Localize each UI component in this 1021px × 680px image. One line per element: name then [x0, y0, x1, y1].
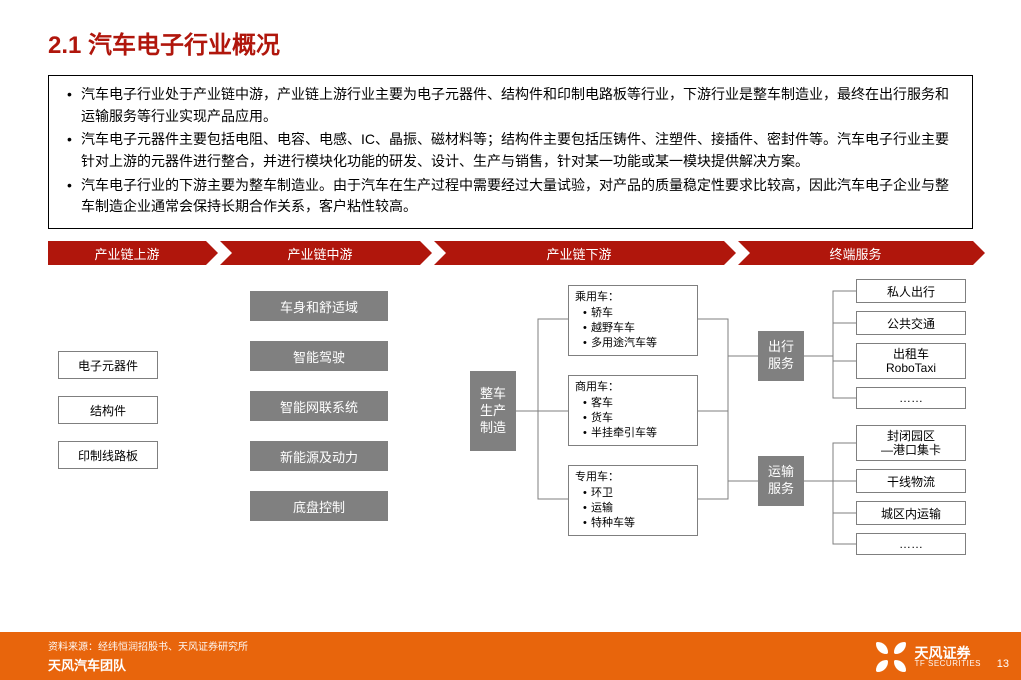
- service-hub-transport: 运输 服务: [758, 456, 804, 506]
- midstream-box: 智能驾驶: [250, 341, 388, 371]
- col-header-service: 终端服务: [738, 241, 973, 265]
- bullet-item: 汽车电子行业处于产业链中游，产业链上游行业主要为电子元器件、结构件和印制电路板等…: [63, 84, 958, 127]
- midstream-box: 底盘控制: [250, 491, 388, 521]
- logo-icon: [874, 640, 908, 674]
- value-chain-diagram: 产业链上游 产业链中游 产业链下游 终端服务 电子元器件 结构件 印制线路板 车…: [48, 241, 973, 571]
- upstream-box: 电子元器件: [58, 351, 158, 379]
- detail-item: 货车: [583, 411, 691, 426]
- footer-team: 天风汽车团队: [48, 655, 1001, 674]
- bullet-item: 汽车电子行业的下游主要为整车制造业。由于汽车在生产过程中需要经过大量试验，对产品…: [63, 175, 958, 218]
- slide-title: 2.1 汽车电子行业概况: [0, 0, 1021, 75]
- col-header-downstream: 产业链下游: [434, 241, 724, 265]
- service-item: 封闭园区 —港口集卡: [856, 425, 966, 461]
- detail-heading: 专用车：: [575, 470, 691, 485]
- service-item: 公共交通: [856, 311, 966, 335]
- col-header-midstream: 产业链中游: [220, 241, 420, 265]
- downstream-detail: 专用车： 环卫 运输 特种车等: [568, 465, 698, 535]
- detail-item: 客车: [583, 396, 691, 411]
- detail-item: 半挂牵引车等: [583, 426, 691, 441]
- service-item: 出租车 RoboTaxi: [856, 343, 966, 379]
- service-item: 干线物流: [856, 469, 966, 493]
- service-item: ……: [856, 387, 966, 409]
- midstream-box: 智能网联系统: [250, 391, 388, 421]
- midstream-box: 新能源及动力: [250, 441, 388, 471]
- downstream-detail: 商用车： 客车 货车 半挂牵引车等: [568, 375, 698, 445]
- midstream-box: 车身和舒适域: [250, 291, 388, 321]
- detail-item: 环卫: [583, 486, 691, 501]
- bullet-item: 汽车电子元器件主要包括电阻、电容、电感、IC、晶振、磁材料等；结构件主要包括压铸…: [63, 129, 958, 172]
- upstream-box: 印制线路板: [58, 441, 158, 469]
- upstream-box: 结构件: [58, 396, 158, 424]
- downstream-hub: 整车 生产 制造: [470, 371, 516, 451]
- detail-heading: 商用车：: [575, 380, 691, 395]
- service-hub-travel: 出行 服务: [758, 331, 804, 381]
- service-item: 私人出行: [856, 279, 966, 303]
- detail-item: 运输: [583, 501, 691, 516]
- detail-item: 轿车: [583, 306, 691, 321]
- service-item: ……: [856, 533, 966, 555]
- detail-item: 多用途汽车等: [583, 336, 691, 351]
- slide-footer: 资料来源：经纬恒润招股书、天风证券研究所 天风汽车团队 天风证券 TF SECU…: [0, 632, 1021, 680]
- col-header-upstream: 产业链上游: [48, 241, 206, 265]
- footer-source: 资料来源：经纬恒润招股书、天风证券研究所: [48, 638, 1001, 653]
- detail-item: 特种车等: [583, 516, 691, 531]
- logo-text: 天风证券 TF SECURITIES: [914, 646, 981, 668]
- service-item: 城区内运输: [856, 501, 966, 525]
- page-number: 13: [997, 658, 1009, 670]
- detail-item: 越野车车: [583, 321, 691, 336]
- footer-logo: 天风证券 TF SECURITIES: [874, 640, 981, 674]
- detail-heading: 乘用车：: [575, 290, 691, 305]
- summary-box: 汽车电子行业处于产业链中游，产业链上游行业主要为电子元器件、结构件和印制电路板等…: [48, 75, 973, 229]
- downstream-detail: 乘用车： 轿车 越野车车 多用途汽车等: [568, 285, 698, 355]
